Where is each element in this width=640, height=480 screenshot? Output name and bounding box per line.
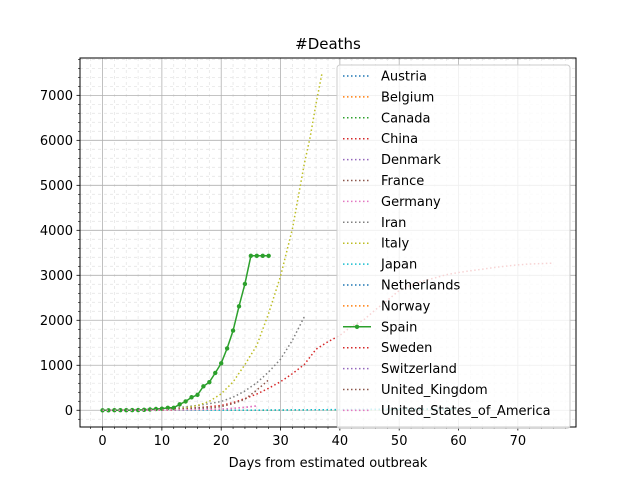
series-point-spain [195, 392, 200, 398]
legend-label-norway: Norway [381, 299, 431, 314]
series-point-spain [106, 408, 111, 413]
series-point-spain [260, 253, 265, 258]
chart-title: #Deaths [295, 35, 361, 53]
legend-label-denmark: Denmark [381, 153, 441, 168]
legend-label-japan: Japan [380, 258, 417, 273]
x-tick-label: 50 [391, 434, 408, 449]
legend-label-netherlands: Netherlands [381, 279, 460, 294]
legend-label-canada: Canada [381, 111, 430, 126]
series-point-spain [189, 395, 194, 400]
x-tick-label: 0 [98, 434, 106, 449]
series-point-spain [248, 253, 254, 258]
y-tick-label: 1000 [40, 359, 73, 374]
series-point-spain [183, 399, 188, 404]
y-tick-label: 6000 [40, 134, 73, 149]
legend-label-united-states-of-america: United_States_of_America [381, 404, 551, 419]
legend-label-switzerland: Switzerland [381, 362, 457, 377]
x-tick-label: 20 [213, 434, 230, 449]
y-tick-label: 3000 [40, 269, 73, 284]
legend-marker-spain [354, 324, 360, 329]
series-point-spain [112, 408, 117, 413]
series-point-spain [266, 253, 271, 258]
y-axis-ticks: 0 1000 2000 3000 4000 5000 6000 7000 [40, 59, 80, 420]
legend-label-belgium: Belgium [381, 90, 434, 105]
legend-label-italy: Italy [381, 237, 410, 252]
legend-label-germany: Germany [381, 195, 441, 210]
legend: Austria Belgium Canada China Denmark France Ge… [336, 64, 571, 429]
series-point-spain [118, 408, 123, 413]
series-point-spain [236, 304, 242, 309]
y-tick-label: 4000 [40, 224, 73, 239]
series-point-spain [201, 384, 206, 389]
series-point-spain [135, 407, 141, 413]
x-tick-label: 40 [332, 434, 349, 449]
legend-label-france: France [381, 174, 424, 189]
x-tick-label: 30 [272, 434, 289, 449]
series-point-spain [213, 370, 218, 376]
x-tick-label: 60 [450, 434, 467, 449]
legend-label-sweden: Sweden [381, 341, 432, 356]
series-point-spain [242, 281, 248, 287]
series-line-italy [102, 72, 323, 412]
series-point-spain [224, 346, 230, 351]
y-tick-label: 7000 [40, 89, 73, 104]
series-point-spain [177, 402, 182, 407]
legend-label-iran: Iran [381, 216, 406, 231]
series-line-iran [102, 316, 305, 411]
series-point-spain [219, 361, 224, 366]
y-tick-label: 0 [65, 404, 73, 419]
x-tick-label: 10 [154, 434, 171, 449]
series-point-spain [124, 407, 129, 413]
legend-label-austria: Austria [381, 70, 427, 85]
y-tick-label: 2000 [40, 314, 73, 329]
legend-label-spain: Spain [381, 320, 417, 335]
legend-label-united-kingdom: United_Kingdom [381, 383, 488, 398]
series-point-spain [207, 380, 212, 385]
x-tick-label: 70 [510, 434, 527, 449]
x-axis-label: Days from estimated outbreak [229, 456, 428, 471]
y-tick-label: 5000 [40, 179, 73, 194]
series-point-spain [230, 328, 236, 333]
legend-box [336, 64, 571, 429]
series-line-united-states-of-america [102, 405, 257, 412]
series-point-spain [254, 253, 260, 258]
series-point-spain [130, 407, 135, 413]
legend-label-china: China [381, 132, 418, 147]
